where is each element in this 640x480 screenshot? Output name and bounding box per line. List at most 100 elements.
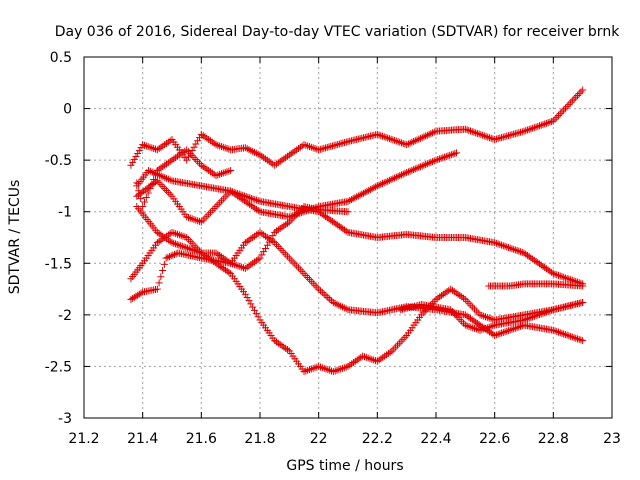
data-point (425, 159, 433, 167)
data-point (311, 364, 319, 372)
data-point (244, 193, 252, 201)
data-point (536, 122, 544, 130)
data-point (135, 187, 143, 195)
data-point (472, 307, 480, 315)
data-point (164, 188, 172, 196)
data-point (416, 163, 424, 171)
y-tick-label: -2 (58, 308, 72, 324)
data-point (386, 348, 394, 356)
data-point (579, 86, 587, 94)
data-point (415, 135, 423, 143)
data-point (249, 195, 257, 203)
data-point (441, 289, 449, 297)
data-point (260, 248, 268, 256)
data-point (406, 167, 414, 175)
data-point (379, 180, 387, 188)
data-point (385, 135, 393, 143)
data-point (141, 198, 148, 206)
data-point (245, 297, 253, 305)
data-point (142, 142, 150, 150)
data-point (561, 104, 569, 112)
data-point (171, 250, 179, 258)
data-point (347, 196, 355, 204)
data-point (513, 247, 521, 255)
data-point (451, 150, 459, 158)
data-point (337, 365, 345, 373)
data-point (243, 145, 251, 153)
data-point (563, 274, 571, 282)
data-point (190, 215, 198, 223)
data-point (568, 97, 576, 105)
data-point (251, 196, 259, 204)
data-point (544, 119, 552, 127)
data-point (565, 101, 573, 109)
data-point (485, 323, 493, 331)
data-point (429, 158, 437, 166)
data-point (498, 241, 506, 249)
data-point (362, 353, 370, 361)
data-point (148, 180, 156, 188)
data-point (183, 234, 191, 241)
data-point (172, 154, 180, 162)
data-point (568, 333, 576, 341)
data-point (326, 295, 334, 303)
data-point (318, 288, 326, 296)
data-point (287, 216, 295, 224)
data-point (397, 171, 405, 179)
data-point (205, 136, 213, 144)
data-point (170, 239, 178, 247)
data-point (475, 130, 483, 138)
data-point (155, 279, 163, 287)
series-sat-a (127, 86, 587, 169)
data-point (363, 187, 371, 195)
data-point (232, 189, 240, 197)
data-point (148, 168, 156, 176)
data-point (271, 337, 279, 345)
data-point (494, 240, 502, 248)
data-point (484, 133, 492, 141)
data-point (551, 115, 559, 123)
data-point (219, 169, 227, 177)
data-point (561, 274, 569, 282)
data-point (511, 246, 519, 254)
data-point (492, 331, 500, 339)
data-point (391, 174, 399, 182)
data-point (461, 125, 469, 133)
data-point (558, 329, 566, 337)
data-point (467, 127, 475, 135)
data-point (485, 134, 493, 142)
data-point (278, 246, 286, 254)
data-point (298, 268, 306, 276)
data-point (183, 213, 191, 221)
data-point (175, 241, 183, 249)
data-point (387, 135, 395, 143)
data-point (210, 139, 218, 147)
data-point (148, 144, 156, 152)
data-point (219, 195, 227, 203)
data-point (494, 330, 502, 338)
x-tick-label: 21.4 (127, 431, 158, 447)
data-point (506, 244, 514, 252)
data-point (530, 312, 538, 320)
data-point (555, 328, 563, 336)
data-point (236, 263, 244, 271)
data-point (399, 335, 407, 343)
data-point (282, 221, 290, 229)
data-point (227, 166, 235, 174)
data-point (573, 335, 581, 343)
data-point (243, 293, 251, 301)
data-point (577, 88, 585, 96)
data-point (508, 325, 516, 333)
data-point (404, 168, 412, 176)
data-point (467, 323, 475, 331)
data-point (161, 185, 169, 193)
data-point (311, 281, 319, 289)
data-point (395, 339, 403, 347)
data-point (563, 102, 571, 110)
data-point (184, 244, 192, 252)
data-point (229, 260, 236, 268)
data-point (276, 157, 284, 165)
series-sat-f (127, 203, 352, 283)
data-point (216, 142, 224, 150)
